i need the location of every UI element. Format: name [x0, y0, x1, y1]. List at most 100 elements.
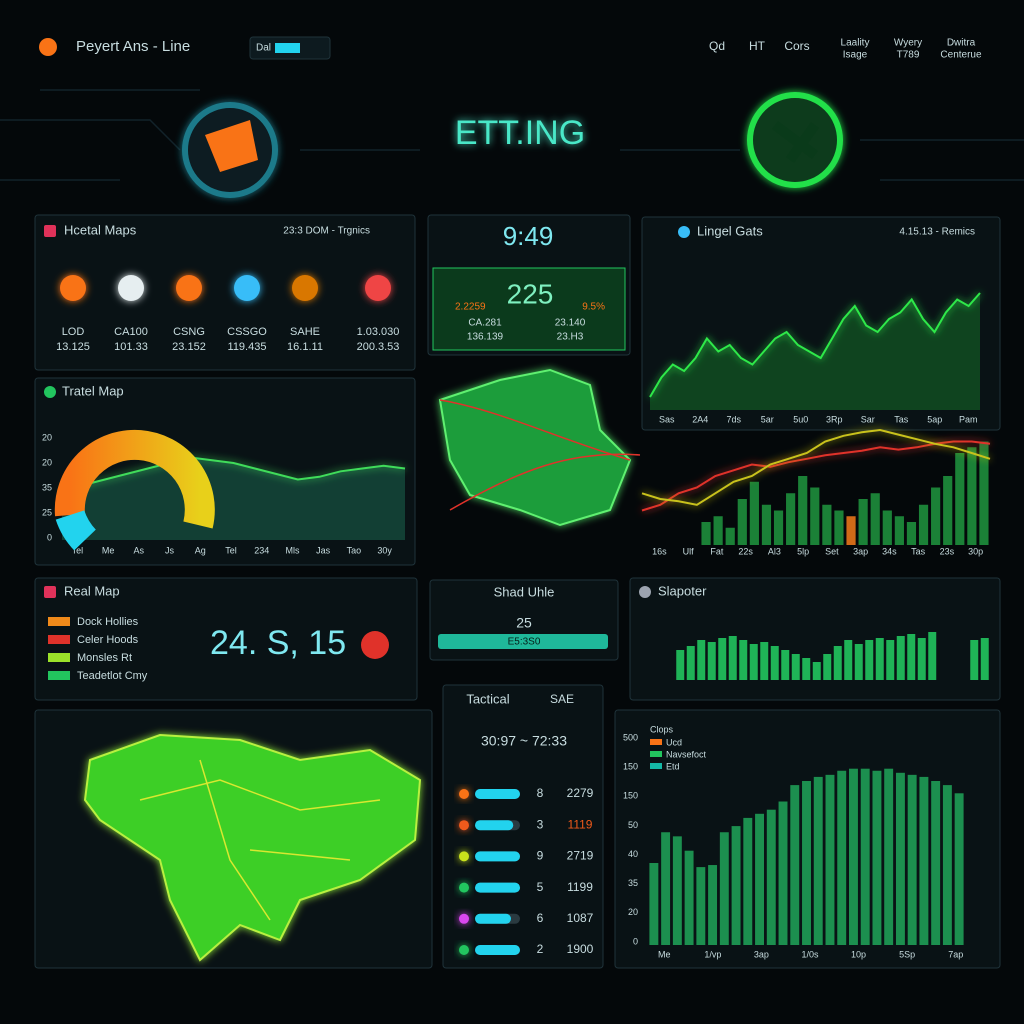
panel: [442, 684, 604, 969]
x-tick-label: Set: [825, 546, 839, 556]
panel: [34, 377, 416, 566]
y-tick-label: 25: [42, 507, 52, 517]
bar: [979, 441, 989, 545]
x-tick-label: As: [134, 545, 145, 555]
legend-label: Celer Hoods: [77, 634, 139, 646]
y-tick-label: 150: [623, 762, 638, 772]
gauge-arc: [55, 509, 97, 551]
bar: [701, 522, 711, 545]
bar: [802, 781, 811, 945]
bar: [823, 654, 832, 680]
line: [641, 428, 991, 506]
bar: [713, 516, 723, 545]
item-icon: [60, 275, 86, 301]
bar: [743, 817, 753, 945]
y-tick-label: 35: [42, 482, 52, 492]
logo: [39, 38, 57, 56]
bar: [822, 504, 832, 545]
x-tick-label: Tel: [72, 545, 84, 555]
row-dot: [459, 851, 469, 862]
progress-fill: [475, 851, 520, 862]
panel-title: Hcetal Maps: [64, 222, 137, 237]
label: 101.33: [114, 341, 148, 353]
label: CSSGO: [227, 326, 267, 338]
bar: [686, 646, 695, 680]
card: [432, 267, 626, 351]
nav-item: Qd: [709, 39, 725, 53]
x-tick-label: 34s: [882, 546, 897, 556]
y-tick-label: 0: [633, 936, 638, 946]
value-icon: [361, 631, 389, 659]
bar: [870, 493, 880, 545]
bar: [918, 504, 929, 545]
bar: [778, 801, 788, 945]
y-tick-label: 35: [628, 878, 638, 888]
item-icon: [234, 275, 260, 301]
bar: [737, 499, 747, 545]
label: 30:97 ~ 72:33: [481, 733, 567, 749]
label: 25: [516, 615, 532, 631]
label: 119.435: [228, 341, 267, 353]
bar: [684, 850, 694, 945]
legend-swatch: [650, 751, 662, 757]
legend-label: Navsefoct: [666, 749, 707, 759]
label: 1900: [567, 942, 594, 956]
progress-fill: [475, 820, 514, 831]
bar: [931, 487, 941, 545]
nav-item: HT: [749, 39, 766, 53]
progress-fill: [438, 634, 608, 649]
label: CSNG: [173, 326, 205, 338]
item-icon: [365, 275, 391, 301]
label: 23:3 DOM - Trgnics: [283, 226, 370, 237]
bar: [697, 640, 706, 680]
y-tick-label: 50: [628, 820, 638, 830]
panel-title: Lingel Gats: [697, 223, 763, 238]
bar: [731, 826, 741, 945]
bar: [860, 768, 870, 945]
x-tick-label: Js: [165, 545, 175, 555]
panel-icon: [639, 586, 651, 598]
info-text: Laality: [841, 38, 870, 49]
x-tick-label: 7ds: [726, 414, 741, 424]
row-dot: [459, 820, 469, 831]
label: 2279: [567, 786, 594, 800]
hero-icon-shape: [205, 120, 258, 172]
x-tick-label: 23s: [940, 546, 955, 556]
label: LOD: [62, 326, 85, 338]
bar: [906, 522, 917, 545]
x-tick-label: 16s: [652, 546, 667, 556]
panel-title: Tratel Map: [62, 383, 124, 398]
bar: [955, 453, 965, 545]
x-tick-label: Fat: [710, 546, 724, 556]
y-tick-label: 20: [42, 457, 52, 467]
bar: [954, 793, 964, 945]
item-icon: [118, 275, 144, 301]
label: 16.1.11: [287, 341, 323, 353]
x-tick-label: Pam: [959, 414, 978, 424]
x-tick-label: 22s: [738, 546, 753, 556]
hero-title: ETT.ING: [455, 114, 585, 152]
bar: [928, 632, 937, 680]
panel-title: Real Map: [64, 583, 120, 598]
label: 2.2259: [455, 302, 486, 313]
map-route: [439, 399, 641, 511]
bar: [786, 493, 796, 545]
bar: [781, 650, 790, 680]
progress-fill: [475, 789, 520, 799]
bar: [942, 785, 952, 945]
bar: [895, 772, 905, 945]
x-tick-label: Tas: [911, 546, 926, 556]
bar: [708, 865, 718, 945]
label: 1119: [568, 817, 593, 831]
bar: [773, 510, 784, 545]
line: [61, 456, 406, 492]
area: [650, 293, 980, 410]
row-dot: [459, 913, 469, 924]
bar: [886, 640, 895, 680]
x-tick-label: Tas: [894, 414, 909, 424]
label: 9.5%: [582, 302, 605, 313]
legend-label: Etd: [666, 761, 680, 771]
panel-title: Tactical: [466, 691, 509, 706]
app-title: Peyert Ans - Line: [76, 38, 190, 55]
panel-title: Slapoter: [658, 583, 707, 598]
